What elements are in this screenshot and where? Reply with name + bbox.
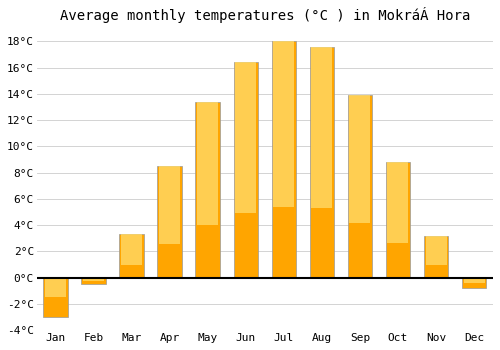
Bar xyxy=(196,102,220,278)
Bar xyxy=(348,95,372,278)
Bar xyxy=(350,95,370,223)
Bar xyxy=(122,234,142,265)
Bar xyxy=(84,278,104,281)
Bar xyxy=(158,166,182,278)
Bar xyxy=(44,278,68,317)
Bar xyxy=(274,41,294,207)
Bar xyxy=(424,236,448,278)
Bar xyxy=(120,234,144,278)
Bar xyxy=(426,236,446,265)
Bar xyxy=(198,102,218,225)
Bar xyxy=(310,47,334,278)
Bar xyxy=(464,278,484,283)
Bar xyxy=(462,278,486,288)
Bar xyxy=(236,62,256,213)
Bar xyxy=(234,62,258,278)
Bar xyxy=(388,162,408,243)
Title: Average monthly temperatures (°C ) in MokráÁ Hora: Average monthly temperatures (°C ) in Mo… xyxy=(60,7,470,23)
Bar xyxy=(272,41,296,278)
Bar xyxy=(312,47,332,209)
Bar xyxy=(45,278,66,298)
Bar xyxy=(82,278,106,284)
Bar xyxy=(160,166,180,244)
Bar xyxy=(386,162,410,278)
